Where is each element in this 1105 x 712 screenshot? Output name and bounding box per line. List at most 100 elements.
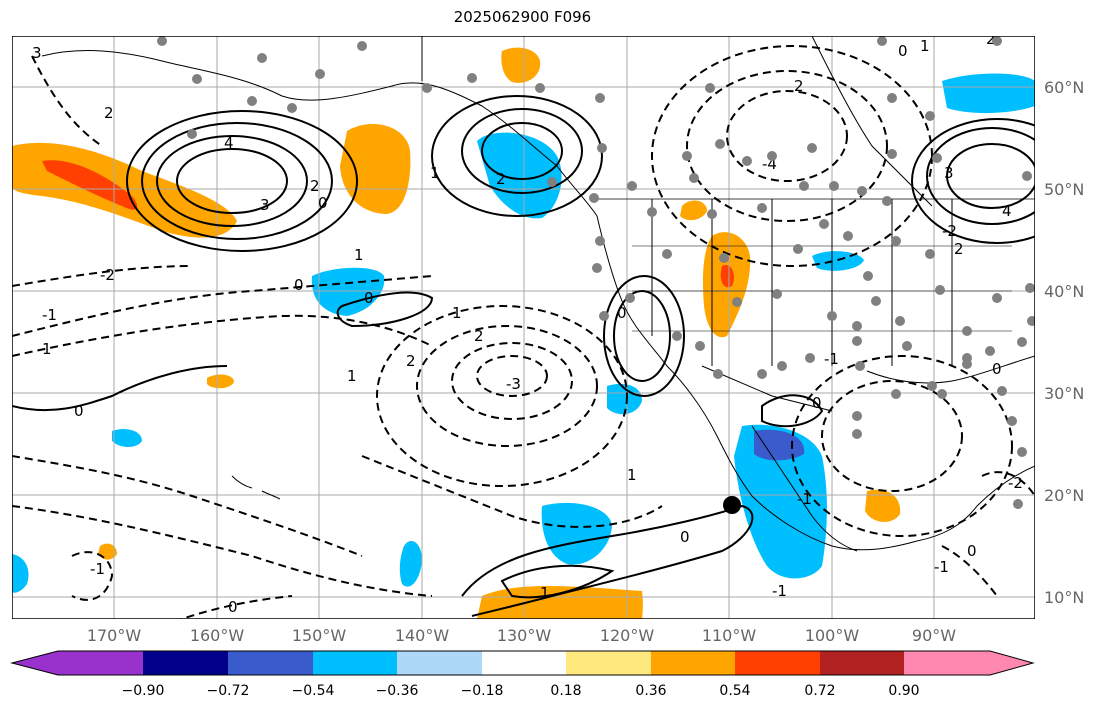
colorbar-segment <box>651 651 735 675</box>
colorbar <box>10 650 1035 676</box>
colorbar-tick-label: −0.72 <box>206 683 250 699</box>
contour-label: 0 <box>898 42 908 60</box>
shade-strong-positive <box>42 160 138 210</box>
contour-label: 3 <box>32 44 42 62</box>
storm-marker <box>723 496 741 514</box>
dashed-contours <box>12 45 1035 619</box>
lat-label: 30°N <box>1044 384 1085 403</box>
contour-label: 0 <box>680 528 690 546</box>
colorbar-segment <box>904 651 1033 675</box>
contour-label: 0 <box>812 394 822 412</box>
colorbar-segment <box>482 651 566 675</box>
contour-label: 1 <box>430 164 440 182</box>
lat-label: 50°N <box>1044 180 1085 199</box>
contour-label: -1 <box>824 350 839 368</box>
colorbar-segment <box>820 651 904 675</box>
colorbar-segment <box>397 651 482 675</box>
colorbar-tick-label: 0.54 <box>719 683 751 699</box>
solid-contours <box>12 95 1035 617</box>
contour-label: 1 <box>452 304 462 322</box>
lat-label: 10°N <box>1044 588 1085 607</box>
shade-positive <box>340 123 411 214</box>
contour-label: -2 <box>100 266 115 284</box>
shade-strong-positive <box>720 265 734 288</box>
colorbar-segment <box>735 651 820 675</box>
colorbar-tick-label: 0.18 <box>550 683 582 699</box>
contour-label: 1 <box>354 246 364 264</box>
shade-negative <box>942 73 1035 114</box>
map-title: 2025062900 F096 <box>453 8 592 26</box>
contour-label: 0 <box>617 304 627 322</box>
colorbar-tick-label: −0.36 <box>375 683 419 699</box>
contour-label: -1 <box>90 560 105 578</box>
colorbar-tick-label: −0.18 <box>460 683 504 699</box>
shade-positive <box>865 489 901 522</box>
contour-label: 3 <box>944 164 954 182</box>
shade-positive <box>207 374 234 389</box>
contour-label: -1 <box>42 306 57 324</box>
lon-label: 130°W <box>496 626 552 645</box>
contour-label: 2 <box>104 104 114 122</box>
contour-label: 0 <box>294 276 304 294</box>
lon-label: 140°W <box>394 626 450 645</box>
contour-label: 2 <box>310 177 320 195</box>
map-panel[interactable]: 3 2 4 3 2 0 1 2 1 -2 -1 1 0 0 0 1 2 -3 1… <box>12 36 1035 619</box>
lon-label: 110°W <box>701 626 757 645</box>
contour-label: 0 <box>74 402 84 420</box>
contour-label: 1 <box>920 37 930 55</box>
contour-label: 1 <box>540 584 550 602</box>
lon-label: 120°W <box>599 626 655 645</box>
contour-label: 0 <box>318 194 328 212</box>
contour-label: 0 <box>228 598 238 616</box>
lon-label: 150°W <box>291 626 347 645</box>
contour-label: -1 <box>934 558 949 576</box>
colorbar-tick-label: 0.36 <box>635 683 667 699</box>
shade-negative <box>12 554 29 593</box>
contour-label: 2 <box>954 240 964 258</box>
colorbar-tick-label: −0.54 <box>291 683 335 699</box>
station-dots <box>157 36 1035 509</box>
shade-negative <box>541 502 612 565</box>
contour-label: -2 <box>1008 474 1023 492</box>
colorbar-segment <box>313 651 397 675</box>
contour-labels: 3 2 4 3 2 0 1 2 1 -2 -1 1 0 0 0 1 2 -3 1… <box>32 36 1023 616</box>
colorbar-segment <box>12 651 143 675</box>
contour-label: -1 <box>797 490 812 508</box>
contour-label: 0 <box>364 289 374 307</box>
contour-label: -3 <box>506 375 521 393</box>
lat-label: 60°N <box>1044 78 1085 97</box>
contour-label: 2 <box>794 77 804 95</box>
colorbar-tick-label: 0.90 <box>888 683 920 699</box>
colorbar-segment <box>566 651 651 675</box>
contour-label: -2 <box>942 222 957 240</box>
colorbar-segment <box>143 651 228 675</box>
shade-strong-negative <box>754 429 805 461</box>
shade-positive <box>680 200 707 221</box>
lat-label: 20°N <box>1044 486 1085 505</box>
contour-label: 4 <box>1002 202 1012 220</box>
contour-label: 0 <box>967 542 977 560</box>
shade-positive <box>501 47 541 83</box>
colorbar-tick-label: −0.90 <box>121 683 165 699</box>
contour-label: -1 <box>772 582 787 600</box>
contour-label: 2 <box>474 327 484 345</box>
contour-label: 1 <box>347 367 357 385</box>
shade-negative <box>399 541 422 587</box>
colorbar-segment <box>228 651 313 675</box>
shade-negative <box>477 132 562 219</box>
shade-negative <box>607 383 642 415</box>
lon-label: 160°W <box>189 626 245 645</box>
contour-label: 1 <box>627 466 637 484</box>
shade-negative <box>311 267 385 316</box>
contour-label: 1 <box>42 340 52 358</box>
lat-label: 40°N <box>1044 282 1085 301</box>
graticule <box>12 36 1035 619</box>
shade-negative <box>734 424 827 579</box>
shade-negative <box>112 429 142 447</box>
contour-label: 0 <box>992 360 1002 378</box>
lon-label: 100°W <box>804 626 860 645</box>
contour-label: 2 <box>406 352 416 370</box>
contour-label: 2 <box>986 36 996 48</box>
colorbar-tick-label: 0.72 <box>804 683 836 699</box>
lon-label: 90°W <box>911 626 957 645</box>
